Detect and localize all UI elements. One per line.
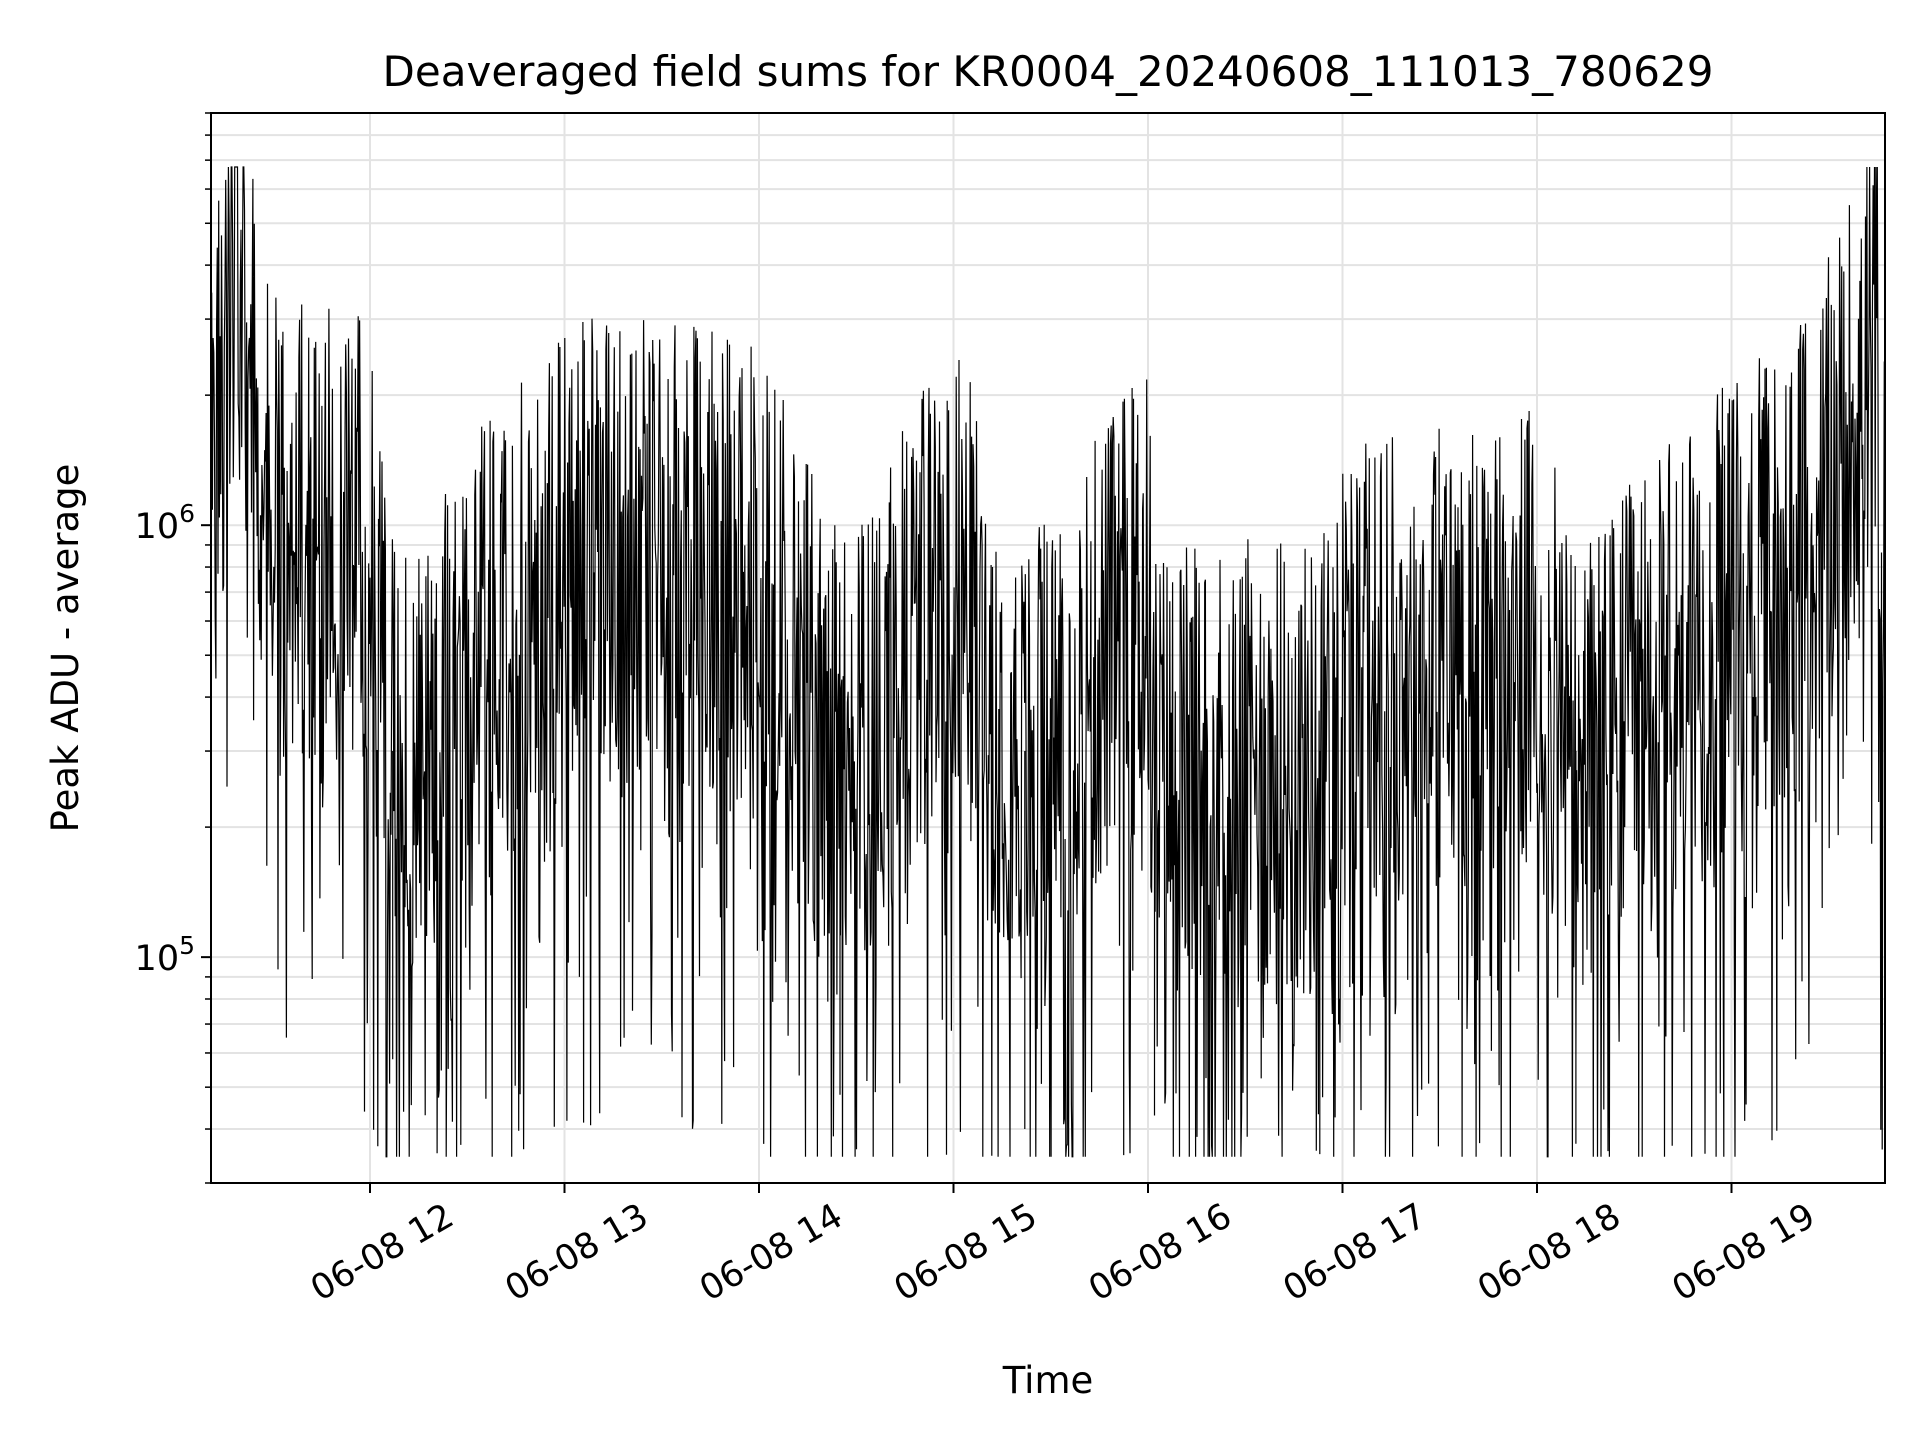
x-tick-label: 06-08 15 — [888, 1196, 1044, 1309]
x-tick-label: 06-08 14 — [693, 1196, 849, 1309]
x-tick-label: 06-08 17 — [1277, 1196, 1433, 1309]
y-axis-label: Peak ADU - average — [44, 464, 87, 833]
x-tick-label: 06-08 19 — [1666, 1196, 1822, 1309]
x-axis-label: Time — [1002, 1359, 1094, 1402]
x-axis: 06-08 12 06-08 13 06-08 14 06-08 15 06-08 16… — [304, 1183, 1822, 1309]
plot-frame — [210, 112, 1886, 1184]
series-path — [210, 166, 1886, 1158]
x-tick-label: 06-08 12 — [304, 1196, 460, 1309]
x-tick-label: 06-08 18 — [1471, 1196, 1627, 1309]
x-tick-label: 06-08 13 — [499, 1196, 655, 1309]
y-tick-label: 105 — [135, 931, 195, 979]
y-tick-label: 106 — [135, 499, 195, 547]
chart-title: Deaveraged field sums for KR0004_2024060… — [383, 47, 1714, 96]
x-tick-label: 06-08 16 — [1082, 1196, 1238, 1309]
series-line — [210, 166, 1886, 1158]
y-axis: 105 106 — [135, 112, 211, 1184]
